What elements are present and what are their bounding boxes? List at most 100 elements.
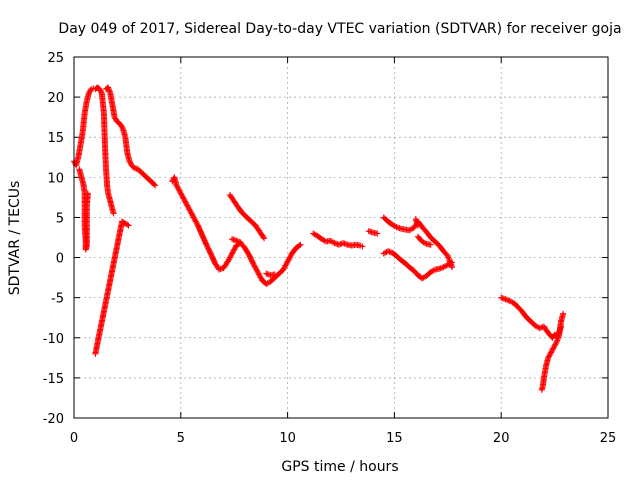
data-point [180, 195, 187, 202]
data-point [186, 206, 193, 213]
data-point [392, 223, 399, 230]
data-point [174, 185, 181, 192]
x-tick-label: 0 [70, 431, 78, 446]
data-point [118, 123, 125, 130]
data-point [226, 255, 233, 262]
y-tick-label: 25 [47, 51, 64, 66]
data-point [414, 222, 421, 229]
data-point [96, 86, 103, 93]
x-tick-label: 10 [279, 431, 296, 446]
data-point [84, 190, 91, 197]
y-tick-label: 20 [47, 91, 64, 106]
data-point [231, 246, 238, 253]
data-point [181, 197, 188, 204]
data-point [176, 187, 183, 194]
data-point [188, 210, 195, 217]
data-point [283, 261, 290, 268]
data-point [228, 251, 235, 258]
data-point [111, 114, 118, 121]
data-point [256, 273, 263, 280]
data-point [374, 230, 381, 237]
data-point [187, 207, 194, 214]
x-tick-label: 20 [493, 431, 510, 446]
data-point [151, 181, 158, 188]
data-point [251, 262, 258, 269]
data-point [284, 258, 291, 265]
data-point [281, 265, 288, 272]
data-point [548, 348, 555, 355]
data-point [225, 257, 232, 264]
x-tick-label: 5 [177, 431, 185, 446]
data-point [126, 158, 133, 165]
data-point [286, 254, 293, 261]
y-tick-label: -20 [43, 412, 64, 427]
data-point [545, 353, 552, 360]
data-point [182, 199, 189, 206]
x-tick-label: 25 [600, 431, 617, 446]
y-tick-label: -15 [43, 372, 64, 387]
data-point [224, 258, 231, 265]
y-tick-label: -5 [51, 292, 64, 307]
data-point [560, 310, 567, 317]
data-point [251, 263, 258, 270]
data-point [287, 253, 294, 260]
data-point [229, 249, 236, 256]
data-point [187, 209, 194, 216]
data-point [550, 345, 557, 352]
data-point [152, 182, 159, 189]
data-point [184, 202, 191, 209]
data-point [178, 191, 185, 198]
data-point [229, 250, 236, 257]
data-point [183, 201, 190, 208]
data-point [449, 259, 456, 266]
data-point [179, 194, 186, 201]
data-point [330, 239, 337, 246]
data-marks [71, 84, 567, 393]
data-point [256, 271, 263, 278]
data-point [112, 115, 119, 122]
data-point [249, 259, 256, 266]
data-point [227, 253, 234, 260]
data-point [182, 198, 189, 205]
data-point [254, 268, 261, 275]
data-point [282, 262, 289, 269]
data-point [189, 211, 196, 218]
data-point [230, 247, 237, 254]
y-tick-label: 0 [56, 252, 64, 267]
data-point [280, 266, 287, 273]
data-point [550, 344, 557, 351]
data-point [85, 90, 92, 97]
data-point [175, 186, 182, 193]
data-point [546, 352, 553, 359]
y-tick-label: 10 [47, 171, 64, 186]
data-point [193, 219, 200, 226]
data-point [98, 88, 105, 95]
data-point [296, 242, 303, 249]
data-point [551, 342, 558, 349]
data-point [179, 193, 186, 200]
data-point [547, 350, 554, 357]
data-point [231, 245, 238, 252]
axis-ticks [73, 56, 609, 419]
data-point [86, 88, 93, 95]
data-point [359, 243, 366, 250]
data-point [237, 239, 244, 246]
data-point [548, 349, 555, 356]
y-tick-label: -10 [43, 332, 64, 347]
data-point [552, 341, 559, 348]
data-point [191, 215, 198, 222]
data-point [177, 189, 184, 196]
data-point [177, 190, 184, 197]
data-point [250, 260, 257, 267]
data-point [271, 271, 278, 278]
data-point [185, 205, 192, 212]
tick-labels: 0 5 10 15 20 25 -20 -15 -10 -5 0 5 10 15 20 25 [43, 51, 617, 446]
data-point [125, 222, 132, 229]
data-point [260, 234, 267, 241]
data-point [127, 159, 134, 166]
data-point [110, 210, 117, 217]
data-point [253, 266, 260, 273]
data-point [422, 240, 429, 247]
data-point [192, 218, 199, 225]
data-point [553, 340, 560, 347]
